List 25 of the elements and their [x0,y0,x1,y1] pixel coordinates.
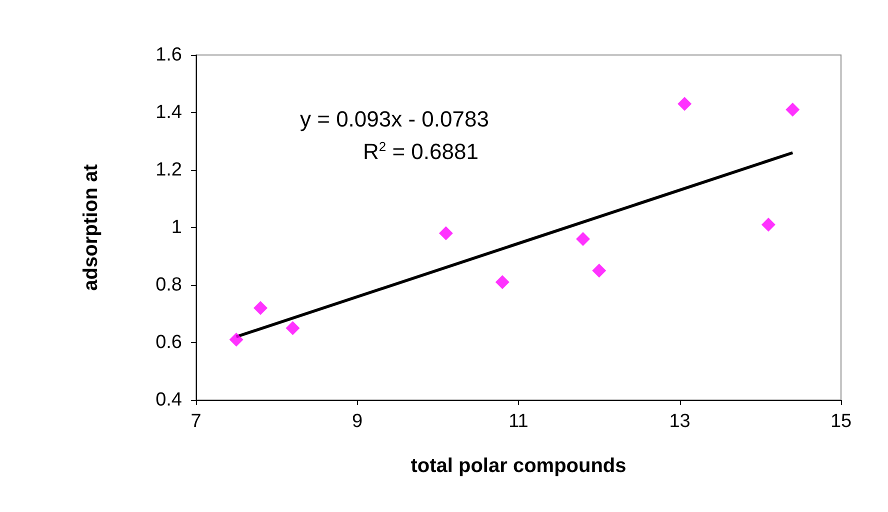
annotation: y = 0.093x - 0.0783 [300,106,489,132]
x-tick-label: 15 [830,411,852,432]
point [592,264,606,278]
x-tick-label: 7 [190,411,202,432]
y-tick-label: 0.6 [156,332,182,353]
y-axis-title: adsorption at [80,164,102,291]
point [229,332,244,347]
point [786,102,800,117]
y-tick-label: 1 [171,217,182,238]
point [576,232,590,246]
x-tick-label: 13 [669,411,690,432]
y-tick-label: 0.4 [156,390,182,410]
y-tick-label: 0.8 [156,274,182,296]
point [254,301,268,315]
x-tick-label: 9 [352,411,363,432]
y-tick-label: 1.2 [156,160,182,180]
point [438,226,453,240]
point [495,275,510,290]
point [761,218,776,232]
x-tick-label: 11 [508,411,528,432]
point [286,321,300,336]
y-tick-label: 1.4 [156,102,182,123]
point [678,96,692,111]
y-tick-label: 1.6 [156,44,182,66]
x-axis-title: total polar compounds [410,455,626,477]
